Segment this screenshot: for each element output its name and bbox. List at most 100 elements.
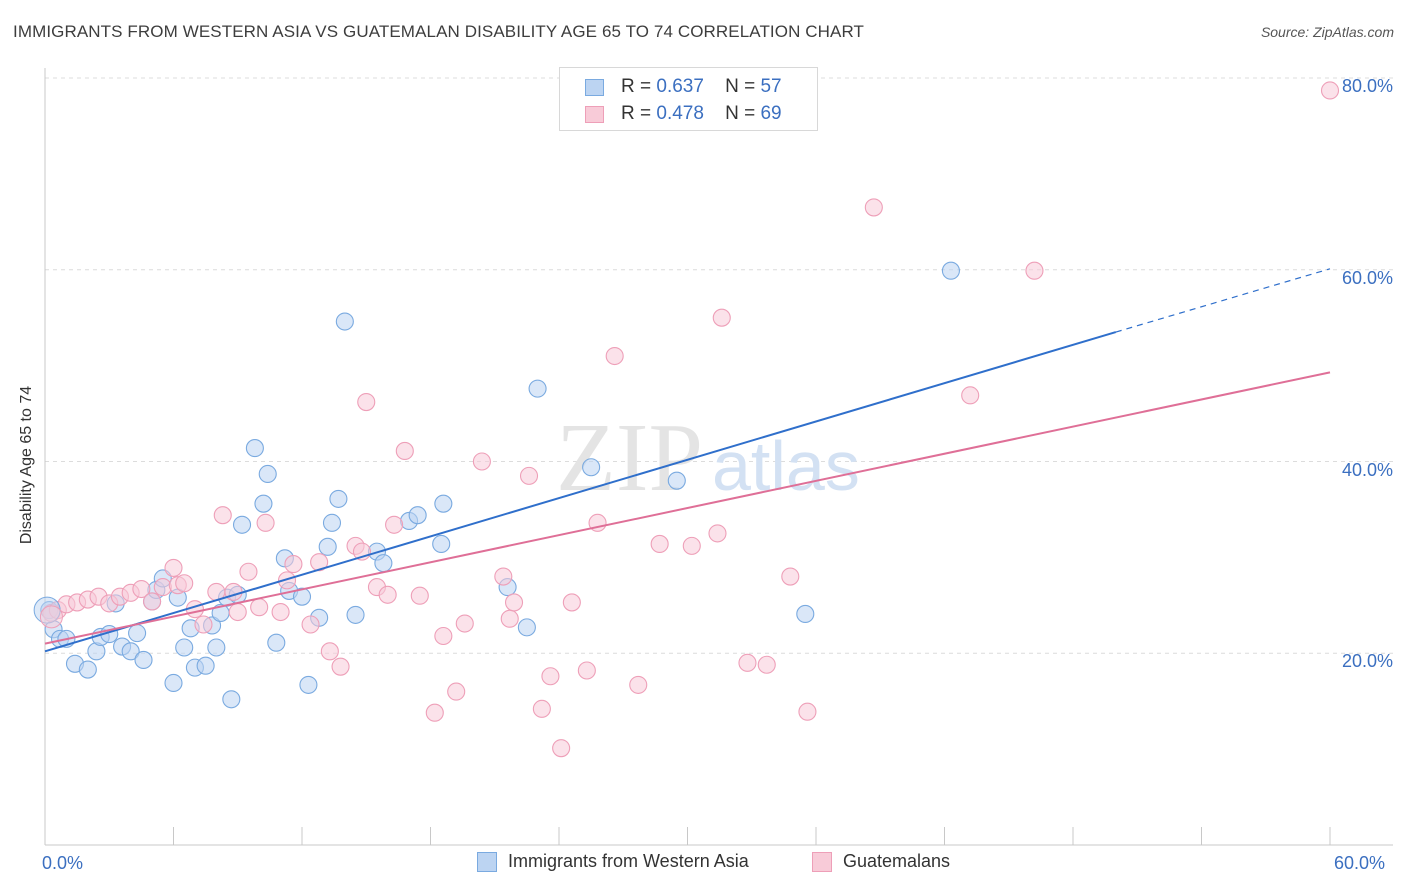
point-western-asia	[175, 638, 194, 657]
point-western-asia	[346, 605, 365, 624]
point-guatemalans	[738, 653, 757, 672]
point-guatemalans	[629, 675, 648, 694]
point-guatemalans	[434, 626, 453, 646]
point-western-asia	[408, 506, 427, 525]
correlation-legend: R = 0.637 N = 57 R = 0.478 N = 69	[559, 67, 818, 131]
y-tick-label: 60.0%	[1341, 267, 1393, 288]
point-guatemalans	[320, 642, 339, 661]
point-guatemalans	[519, 466, 539, 485]
point-western-asia	[292, 587, 312, 606]
point-guatemalans	[562, 593, 581, 612]
legend-swatch-western-asia	[477, 851, 497, 872]
point-guatemalans	[504, 593, 524, 612]
point-guatemalans	[532, 699, 551, 718]
point-guatemalans	[277, 571, 297, 590]
x-tick-label-max: 60.0%	[1334, 853, 1386, 873]
point-guatemalans	[650, 534, 669, 554]
point-western-asia	[517, 618, 536, 637]
point-guatemalans	[708, 524, 727, 543]
point-guatemalans	[798, 702, 817, 721]
point-western-asia	[582, 458, 601, 477]
point-guatemalans	[757, 655, 776, 674]
point-guatemalans	[132, 579, 151, 599]
point-guatemalans	[605, 346, 624, 366]
point-guatemalans	[472, 452, 491, 471]
legend-swatch-guatemalans	[812, 851, 832, 872]
legend-label-western-asia: Immigrants from Western Asia	[508, 851, 749, 871]
point-guatemalans	[39, 605, 63, 629]
point-guatemalans	[239, 562, 258, 581]
point-western-asia	[796, 604, 815, 623]
point-guatemalans	[194, 615, 213, 634]
legend-n-label: N =	[725, 103, 756, 124]
point-guatemalans	[447, 682, 466, 701]
point-guatemalans	[284, 555, 303, 574]
point-western-asia	[299, 675, 318, 694]
legend-label-guatemalans: Guatemalans	[843, 851, 951, 871]
point-western-asia	[267, 633, 286, 652]
point-guatemalans	[395, 441, 414, 461]
legend-item-guatemalans[interactable]: Guatemalans	[812, 851, 950, 872]
legend-n-value-western-asia: 57	[760, 76, 782, 97]
point-guatemalans	[1025, 261, 1044, 280]
point-western-asia	[254, 494, 273, 513]
point-guatemalans	[357, 393, 376, 412]
legend-n-value-guatemalans: 69	[760, 103, 782, 124]
legend-swatch-western-asia	[585, 78, 604, 96]
point-western-asia	[318, 537, 337, 556]
point-guatemalans	[1320, 81, 1340, 100]
trend-lines	[44, 268, 1331, 653]
source-label: Source: ZipAtlas.com	[1260, 24, 1394, 40]
point-guatemalans	[425, 703, 444, 722]
point-western-asia	[432, 534, 451, 554]
legend-r-label: R =	[621, 103, 652, 124]
point-western-asia	[941, 261, 960, 280]
point-guatemalans	[385, 515, 404, 534]
series-legend: Immigrants from Western Asia Guatemalans	[0, 851, 1406, 879]
point-guatemalans	[961, 386, 980, 405]
point-guatemalans	[331, 657, 350, 676]
y-tick-label: 20.0%	[1341, 651, 1393, 672]
trend-line-western-asia-extension	[1115, 268, 1331, 333]
point-guatemalans	[271, 602, 290, 622]
point-western-asia	[667, 471, 686, 490]
watermark-zip: ZIP	[556, 404, 703, 512]
legend-item-western-asia[interactable]: Immigrants from Western Asia	[477, 851, 749, 872]
y-axis-label-wrap: Disability Age 65 to 74	[18, 386, 38, 544]
point-western-asia	[329, 489, 348, 508]
point-guatemalans	[228, 602, 247, 622]
grid-lines	[45, 77, 1393, 654]
point-guatemalans	[175, 574, 194, 593]
point-guatemalans	[500, 609, 519, 628]
point-western-asia	[164, 673, 183, 693]
trend-line-guatemalans	[44, 371, 1331, 645]
legend-swatch-guatemalans	[585, 105, 604, 123]
point-western-asia	[196, 656, 215, 675]
point-western-asia	[222, 690, 241, 709]
y-axis-label: Disability Age 65 to 74	[18, 385, 35, 545]
point-guatemalans	[577, 661, 596, 680]
watermark: ZIP atlas	[556, 404, 860, 512]
point-western-asia	[374, 554, 393, 573]
point-guatemalans	[143, 592, 162, 611]
point-guatemalans	[213, 506, 232, 525]
point-guatemalans	[256, 513, 275, 532]
point-guatemalans	[410, 586, 429, 605]
axes	[44, 68, 1393, 846]
legend-r-value-guatemalans: 0.478	[656, 103, 704, 124]
point-western-asia	[245, 439, 264, 458]
point-guatemalans	[250, 598, 269, 617]
legend-n-label: N =	[725, 76, 756, 97]
point-western-asia	[121, 642, 140, 661]
watermark-atlas: atlas	[712, 427, 860, 505]
point-guatemalans	[164, 558, 183, 577]
x-tick-label-min: 0.0%	[42, 853, 84, 873]
point-western-asia	[232, 515, 252, 534]
point-guatemalans	[301, 615, 320, 634]
point-guatemalans	[494, 567, 513, 586]
point-guatemalans	[781, 567, 800, 586]
point-guatemalans	[712, 308, 731, 327]
point-guatemalans	[153, 578, 172, 597]
point-guatemalans	[310, 553, 329, 572]
